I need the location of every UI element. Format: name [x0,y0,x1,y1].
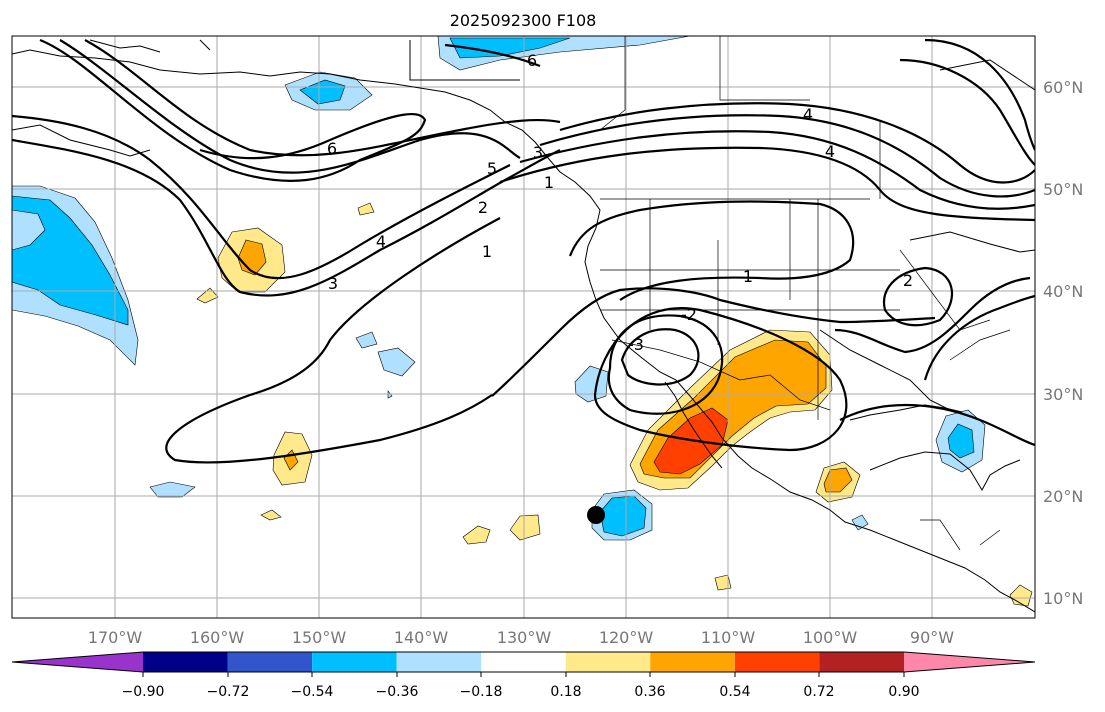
shaded-fields [12,36,1033,607]
colorbar-segments [11,651,1036,673]
colorbar-label: 0.72 [803,684,834,700]
colorbar: −0.90 −0.72 −0.54 −0.36 −0.18 0.18 0.36 … [11,651,1036,700]
storm-position-marker [587,506,605,524]
lat-label: 60°N [1043,78,1083,97]
colorbar-label: 0.54 [719,684,750,700]
colorbar-segment [396,652,482,672]
colorbar-labels: −0.90 −0.72 −0.54 −0.36 −0.18 0.18 0.36 … [122,684,920,700]
lon-label: 140°W [394,628,449,647]
contour-label: -2 [681,305,697,324]
lat-label: 20°N [1043,487,1083,506]
lon-label: 150°W [292,628,347,647]
contour-label: 2 [903,271,913,290]
contour-lines [12,38,1035,464]
contour-label: 1 [482,242,492,261]
colorbar-segment [565,652,651,672]
colorbar-segment [12,652,143,672]
contour-label: 2 [478,198,488,217]
contour-label: 1 [743,267,753,286]
coastlines [12,39,1035,613]
contour-label: 1 [544,173,554,192]
contour-labels: 6 5 4 3 2 1 -3 -2 1 2 3 4 6 4 1 [327,51,913,354]
map-frame [11,35,1036,619]
colorbar-label: −0.54 [291,684,334,700]
lon-label: 160°W [190,628,245,647]
lon-label: 110°W [701,628,756,647]
colorbar-segment [227,652,313,672]
lat-label: 40°N [1043,282,1083,301]
colorbar-label: 0.36 [634,684,665,700]
colorbar-segment [819,652,904,672]
colorbar-ticks [142,672,905,677]
lon-label: 170°W [88,628,143,647]
contour-label: 4 [376,232,386,251]
colorbar-label: −0.72 [207,684,250,700]
colorbar-label: 0.18 [550,684,581,700]
colorbar-label: −0.90 [122,684,165,700]
contour-label: 4 [825,142,835,161]
lat-label: 30°N [1043,385,1083,404]
lon-label: 130°W [497,628,552,647]
latitude-labels: 60°N 50°N 40°N 30°N 20°N 10°N [1043,78,1083,608]
colorbar-segment [904,652,1035,672]
contour-label: 6 [527,51,537,70]
colorbar-label: −0.18 [460,684,503,700]
lat-label: 10°N [1043,589,1083,608]
lat-label: 50°N [1043,180,1083,199]
lon-label: 90°W [910,628,954,647]
contour-label: 3 [533,143,543,162]
colorbar-segment [143,652,228,672]
colorbar-segment [481,652,566,672]
colorbar-segment [312,652,397,672]
longitude-labels: 170°W 160°W 150°W 140°W 130°W 120°W 110°… [88,628,954,647]
map-area: 6 5 4 3 2 1 -3 -2 1 2 3 4 6 4 1 [12,36,1035,618]
contour-label: -3 [628,335,644,354]
colorbar-segment [650,652,735,672]
colorbar-label: −0.36 [376,684,419,700]
contour-label: 5 [487,159,497,178]
political-borders [599,36,1011,551]
colorbar-label: 0.90 [888,684,919,700]
figure-title: 2025092300 F108 [450,11,597,30]
lon-label: 100°W [803,628,858,647]
contour-label: 3 [328,274,338,293]
lon-label: 120°W [599,628,654,647]
contour-label: 4 [803,105,813,124]
contour-label: 6 [327,139,337,158]
colorbar-segment [734,652,820,672]
